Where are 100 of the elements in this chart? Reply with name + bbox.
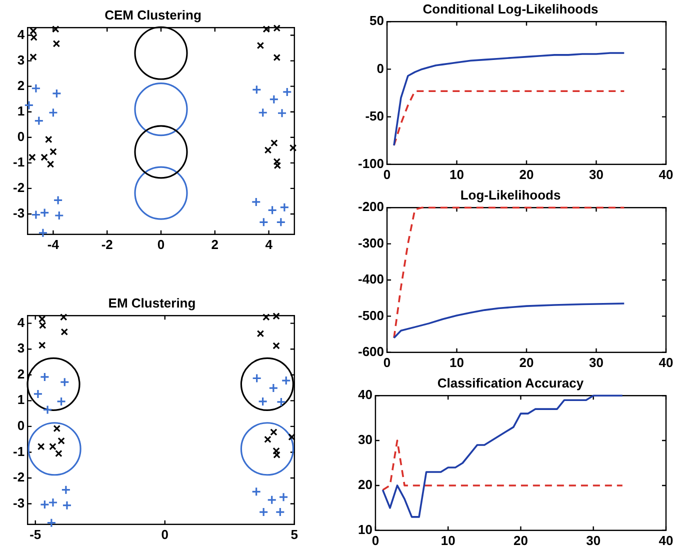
point (46, 518, 56, 528)
point (268, 205, 278, 215)
point (264, 436, 272, 443)
point (262, 26, 270, 33)
point (60, 314, 68, 321)
point (46, 160, 54, 168)
point (49, 442, 56, 450)
y-tick-label: 50 (370, 13, 384, 28)
y-tick-label: 3 (17, 340, 25, 356)
point (55, 450, 62, 458)
point (44, 136, 52, 144)
y-tick-label: -3 (13, 206, 25, 221)
y-tick-label: -600 (358, 344, 384, 359)
point (50, 148, 57, 156)
y-tick-label: 30 (358, 432, 372, 448)
point (252, 486, 262, 496)
x-tick-label: 40 (658, 354, 674, 370)
x-tick-label: 10 (450, 166, 464, 182)
x-tick-label: -2 (101, 236, 113, 252)
point (273, 451, 280, 458)
x-tick-label: 30 (586, 532, 601, 548)
y-tick-label: -100 (358, 156, 384, 171)
point (272, 447, 280, 455)
y-tick-label: 1 (17, 392, 25, 408)
point (258, 507, 268, 517)
x-tick-label: 20 (519, 354, 534, 370)
y-tick-label: 20 (358, 477, 372, 492)
point (280, 202, 290, 212)
y-tick-label: 0 (17, 128, 25, 144)
y-tick-label: -1 (13, 154, 25, 170)
x-tick-label: 30 (589, 354, 604, 370)
point (52, 40, 60, 48)
point (52, 88, 62, 98)
y-tick-label: -3 (13, 495, 25, 510)
point (38, 342, 46, 349)
y-tick-label: -2 (13, 180, 25, 196)
y-tick-label: 2 (17, 78, 25, 93)
point (38, 228, 48, 238)
point (272, 312, 280, 320)
point (31, 84, 41, 94)
x-tick-label: -4 (47, 236, 60, 252)
point (256, 42, 264, 50)
point (48, 498, 58, 508)
point (270, 139, 278, 147)
point (258, 217, 268, 227)
point (282, 87, 292, 97)
point (33, 389, 43, 399)
point (40, 500, 50, 510)
point (269, 94, 279, 104)
point (31, 210, 41, 220)
chart-title: Conditional Log-Likelihoods (422, 1, 598, 16)
point (278, 492, 288, 502)
y-tick-label: 4 (17, 314, 26, 330)
point (40, 208, 50, 218)
point (40, 372, 50, 382)
x-tick-label: 40 (658, 166, 674, 182)
x-tick-label: 0 (161, 526, 169, 542)
point (289, 144, 297, 152)
point (40, 154, 48, 161)
chart-title: Log-Likelihoods (460, 187, 561, 202)
point (288, 433, 296, 441)
point (267, 495, 277, 505)
y-tick-label: -50 (365, 108, 384, 124)
point (281, 376, 291, 386)
x-tick-label: 10 (440, 532, 456, 548)
x-tick-label: 5 (290, 526, 298, 542)
point (53, 424, 60, 432)
y-tick-label: -200 (358, 199, 384, 214)
x-tick-label: -5 (30, 526, 42, 542)
point (272, 342, 280, 350)
point (42, 404, 52, 414)
x-tick-label: 30 (589, 166, 604, 182)
point (273, 158, 281, 166)
point (276, 217, 286, 227)
point (60, 377, 70, 387)
point (34, 116, 44, 126)
y-tick-label: 3 (17, 52, 25, 68)
point (252, 373, 262, 384)
point (276, 397, 286, 407)
point (28, 154, 36, 161)
point (52, 26, 60, 33)
x-tick-label: 20 (519, 166, 534, 182)
line-series (393, 90, 626, 146)
y-tick-label: 4 (17, 26, 26, 42)
line-series (393, 206, 626, 339)
point (270, 428, 278, 436)
y-tick-label: -400 (358, 272, 384, 287)
chart-title: EM Clustering (108, 295, 196, 310)
point (252, 84, 262, 94)
y-tick-label: 2 (17, 366, 25, 382)
x-tick-label: 2 (211, 236, 219, 252)
y-tick-label: -300 (358, 235, 384, 250)
point (258, 108, 268, 118)
y-tick-label: -500 (358, 308, 384, 323)
point (37, 442, 45, 450)
point (61, 485, 71, 495)
x-tick-label: 40 (658, 532, 674, 548)
x-tick-label: 0 (157, 236, 165, 252)
point (274, 162, 282, 170)
point (53, 195, 63, 205)
